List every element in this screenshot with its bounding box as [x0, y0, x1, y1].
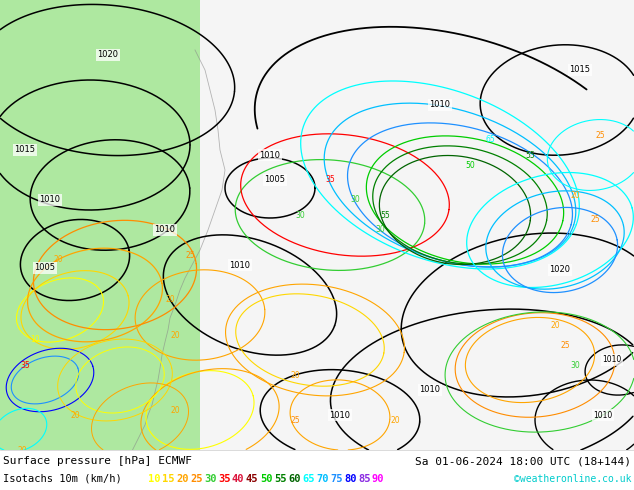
Text: ©weatheronline.co.uk: ©weatheronline.co.uk	[514, 474, 631, 484]
Text: 1010: 1010	[593, 411, 612, 419]
Text: 25: 25	[190, 474, 202, 484]
Text: 1015: 1015	[569, 66, 590, 74]
Text: 20: 20	[17, 445, 27, 455]
Text: 30: 30	[204, 474, 216, 484]
Text: 70: 70	[316, 474, 328, 484]
Text: 30: 30	[375, 225, 385, 235]
Text: Isotachs 10m (km/h): Isotachs 10m (km/h)	[3, 474, 122, 484]
Text: Sa 01-06-2024 18:00 UTC (18+144): Sa 01-06-2024 18:00 UTC (18+144)	[415, 456, 631, 466]
Text: 35: 35	[325, 175, 335, 185]
Text: 55: 55	[380, 211, 390, 220]
Text: 20: 20	[176, 474, 188, 484]
Text: 60: 60	[288, 474, 301, 484]
Text: 1005: 1005	[264, 175, 285, 185]
Text: 1010: 1010	[259, 150, 280, 160]
Bar	[0, 0, 200, 450]
Text: 55: 55	[274, 474, 287, 484]
Text: 1020: 1020	[550, 266, 571, 274]
Text: 40: 40	[232, 474, 245, 484]
Text: 90: 90	[372, 474, 384, 484]
Text: 1010: 1010	[330, 411, 351, 419]
Text: 85: 85	[358, 474, 370, 484]
Text: 65: 65	[302, 474, 314, 484]
Text: 20: 20	[390, 416, 400, 424]
Bar	[0, 450, 634, 490]
Text: 50: 50	[465, 161, 475, 170]
Text: 35: 35	[218, 474, 231, 484]
Text: 20: 20	[165, 295, 175, 304]
Text: 1010: 1010	[39, 196, 60, 204]
Text: 25: 25	[595, 130, 605, 140]
Text: Surface pressure [hPa] ECMWF: Surface pressure [hPa] ECMWF	[3, 456, 192, 466]
Text: 1010: 1010	[602, 356, 621, 365]
Text: 25: 25	[560, 341, 570, 349]
Text: 30: 30	[295, 211, 305, 220]
Text: 55: 55	[525, 150, 535, 160]
Text: 25: 25	[290, 416, 300, 424]
Text: 25: 25	[590, 216, 600, 224]
Text: 35: 35	[20, 361, 30, 369]
Text: 20: 20	[290, 370, 300, 379]
Text: 10: 10	[148, 474, 160, 484]
Text: 20: 20	[53, 255, 63, 265]
Text: 1005: 1005	[34, 264, 56, 272]
Text: 25: 25	[185, 250, 195, 260]
Text: 10: 10	[30, 336, 40, 344]
Text: 15: 15	[162, 474, 174, 484]
Text: 20: 20	[170, 406, 180, 415]
Text: 20: 20	[550, 320, 560, 329]
Text: 20: 20	[170, 330, 180, 340]
Text: 1010: 1010	[230, 261, 250, 270]
Text: 20: 20	[70, 411, 80, 419]
Text: 75: 75	[330, 474, 342, 484]
Text: 45: 45	[246, 474, 259, 484]
Text: 1010: 1010	[155, 225, 176, 235]
Text: 65: 65	[485, 136, 495, 145]
Text: 30: 30	[570, 361, 580, 369]
Text: 30: 30	[350, 196, 360, 204]
Text: 20: 20	[570, 191, 580, 199]
Text: 1020: 1020	[98, 50, 119, 59]
Text: 50: 50	[260, 474, 273, 484]
Text: 1015: 1015	[15, 146, 36, 154]
Text: 1010: 1010	[429, 100, 451, 109]
Text: 1010: 1010	[420, 386, 441, 394]
Bar	[200, 0, 634, 450]
Text: 80: 80	[344, 474, 356, 484]
